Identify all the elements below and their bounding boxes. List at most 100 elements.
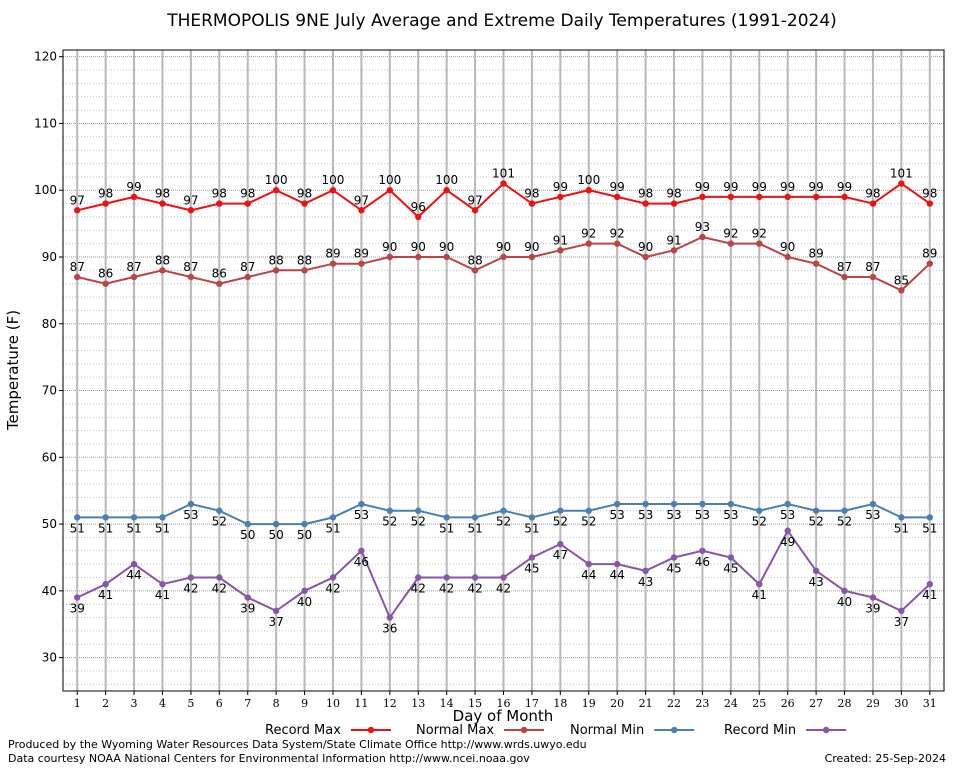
record-max-data-label: 99 <box>553 180 568 194</box>
record-max-data-label: 99 <box>723 180 738 194</box>
normal-max-point <box>216 280 223 287</box>
normal-max-point <box>613 240 621 247</box>
normal-max-point <box>926 260 933 267</box>
normal-min-point <box>301 520 308 528</box>
normal-max-data-label: 92 <box>610 227 625 241</box>
normal-max-data-label: 90 <box>496 240 511 254</box>
record-min-point <box>358 547 365 554</box>
record-min-point <box>443 574 450 581</box>
normal-max-data-label: 89 <box>354 247 369 261</box>
record-min-point <box>500 574 507 581</box>
normal-min-data-label: 51 <box>467 521 482 535</box>
normal-max-data-label: 89 <box>922 247 937 261</box>
x-tick-label: 21 <box>639 697 653 710</box>
normal-min-point <box>841 507 848 514</box>
record-min-data-label: 41 <box>98 588 113 602</box>
record-max-data-label: 98 <box>98 187 113 201</box>
record-max-point <box>585 187 592 194</box>
record-min-point <box>471 574 479 581</box>
normal-max-data-label: 93 <box>695 220 710 234</box>
normal-min-data-label: 51 <box>126 521 141 535</box>
normal-min-point <box>898 514 905 521</box>
normal-max-data-label: 89 <box>325 247 340 261</box>
normal-max-data-label: 87 <box>837 260 852 274</box>
normal-min-data-label: 52 <box>553 515 568 529</box>
record-min-point <box>727 554 735 561</box>
legend-swatch-point <box>671 726 678 734</box>
record-min-data-label: 42 <box>183 581 198 595</box>
record-min-point <box>415 574 422 581</box>
normal-min-data-label: 53 <box>354 508 369 522</box>
y-tick-label: 70 <box>42 384 57 398</box>
x-tick-label: 27 <box>809 697 823 710</box>
record-max-point <box>386 187 394 194</box>
record-max-point <box>613 193 621 201</box>
record-min-point <box>329 574 337 581</box>
legend-swatch-point <box>822 726 830 734</box>
record-max-point <box>74 207 81 214</box>
record-min-data-label: 43 <box>638 575 653 589</box>
normal-min-data-label: 51 <box>155 521 170 535</box>
record-max-point <box>528 200 536 207</box>
record-max-data-label: 100 <box>265 173 288 187</box>
record-min-point <box>130 560 138 568</box>
footer-courtesy: Data courtesy NOAA National Centers for … <box>8 752 530 765</box>
record-min-data-label: 44 <box>581 568 596 582</box>
x-tick-label: 19 <box>582 697 596 710</box>
normal-max-point <box>471 267 479 274</box>
record-max-point <box>443 187 450 194</box>
record-min-point <box>187 574 195 581</box>
normal-max-point <box>727 240 735 247</box>
normal-min-data-label: 52 <box>496 515 511 529</box>
normal-max-point <box>500 253 507 261</box>
x-tick-label: 26 <box>781 697 795 710</box>
x-tick-label: 8 <box>273 697 280 710</box>
normal-max-point <box>386 253 394 261</box>
record-min-data-label: 44 <box>610 568 625 582</box>
normal-max-point <box>841 273 848 281</box>
normal-min-point <box>471 514 479 521</box>
record-max-data-label: 97 <box>354 193 369 207</box>
normal-max-point <box>528 253 536 261</box>
normal-max-data-label: 86 <box>98 267 113 281</box>
record-max-data-label: 97 <box>183 193 198 207</box>
legend-label: Normal Max <box>416 723 494 738</box>
record-max-point <box>500 180 507 187</box>
record-min-point <box>557 540 564 548</box>
normal-max-point <box>244 273 251 281</box>
x-tick-label: 30 <box>894 697 908 710</box>
y-tick-label: 30 <box>42 651 57 665</box>
record-max-point <box>301 200 308 207</box>
record-min-data-label: 46 <box>354 555 369 569</box>
record-max-point <box>898 180 905 187</box>
record-min-data-label: 41 <box>922 588 937 602</box>
x-tick-label: 28 <box>838 697 852 710</box>
x-tick-label: 9 <box>301 697 308 710</box>
normal-min-data-label: 53 <box>865 508 880 522</box>
series-normal-min: 51 51 51 51 53 52 50 50 50 51 53 52 52 51 51 52 51 52 52 53… <box>70 500 937 542</box>
x-tick-label: 4 <box>159 697 166 710</box>
x-tick-label: 17 <box>525 697 539 710</box>
x-tick-label: 23 <box>695 697 709 710</box>
record-max-point <box>670 200 678 207</box>
x-tick-label: 25 <box>752 697 766 710</box>
normal-max-data-label: 90 <box>411 240 426 254</box>
record-max-point <box>642 200 649 207</box>
normal-min-point <box>244 520 251 528</box>
normal-max-point <box>329 260 337 267</box>
record-min-data-label: 45 <box>723 561 738 575</box>
y-tick-label: 100 <box>34 183 57 197</box>
x-tick-label: 6 <box>216 697 223 710</box>
record-min-data-label: 43 <box>808 575 823 589</box>
x-tick-label: 31 <box>923 697 937 710</box>
record-min-point <box>926 580 933 588</box>
record-min-point <box>784 527 791 534</box>
normal-max-data-label: 92 <box>581 227 596 241</box>
normal-min-data-label: 51 <box>325 521 340 535</box>
record-min-data-label: 42 <box>467 581 482 595</box>
normal-max-point <box>130 273 138 281</box>
record-max-data-label: 99 <box>695 180 710 194</box>
legend-label: Record Min <box>724 723 796 738</box>
normal-min-point <box>642 500 649 508</box>
